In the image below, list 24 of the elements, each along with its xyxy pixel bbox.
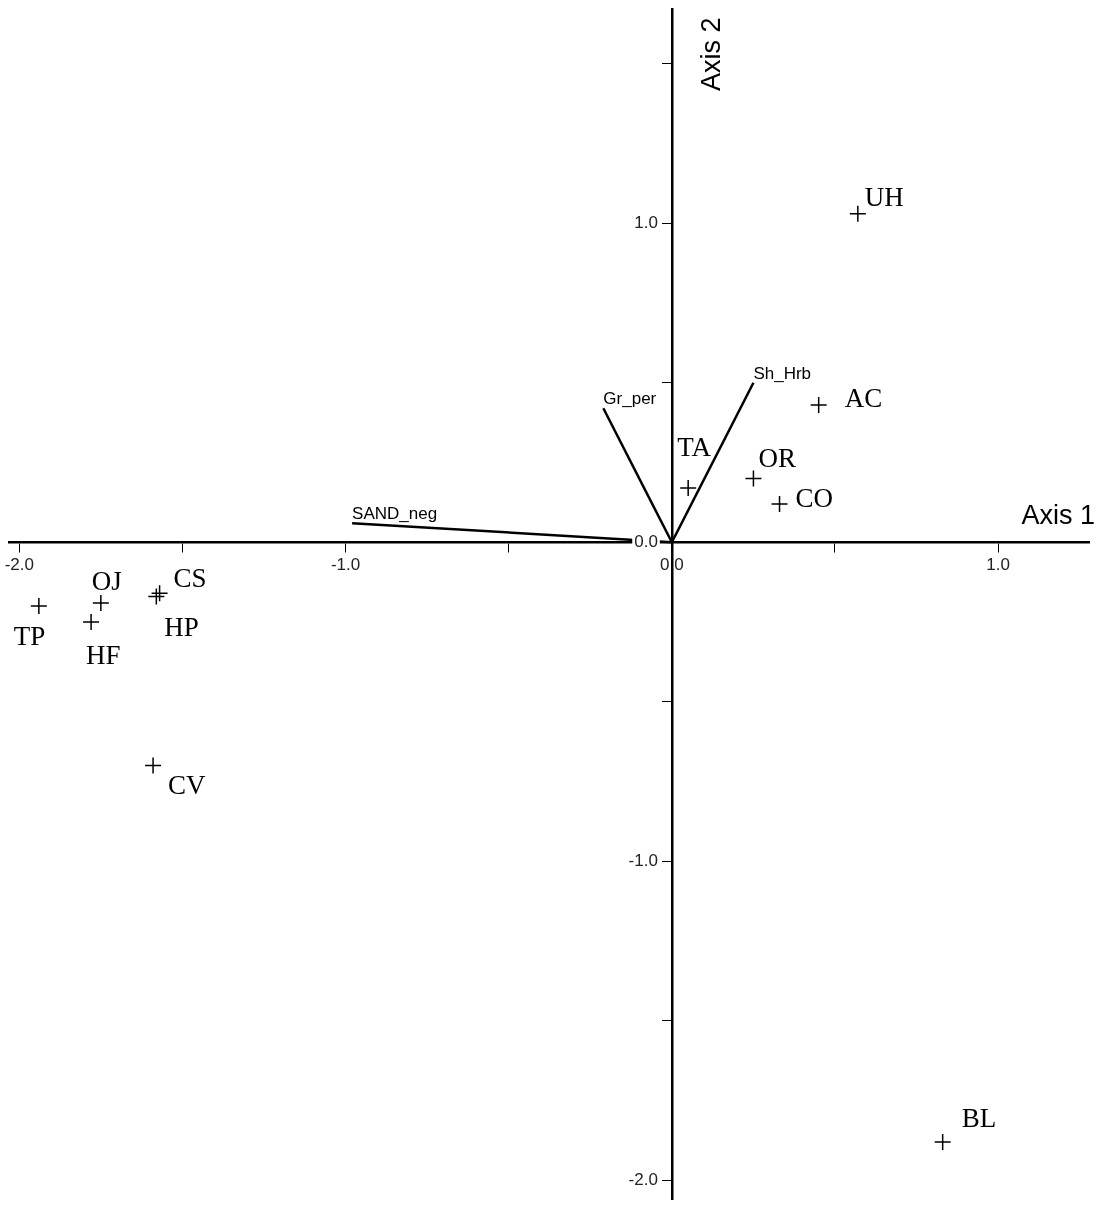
series-label: CV bbox=[168, 769, 207, 800]
series-label: TP bbox=[13, 621, 46, 652]
x-tick-label: -2.0 bbox=[4, 555, 34, 575]
series-label: Sh_Hrb bbox=[753, 363, 812, 383]
series-label: HP bbox=[164, 611, 199, 642]
y-tick-label: -1.0 bbox=[628, 851, 658, 871]
series-label: SAND_neg bbox=[352, 504, 438, 524]
series-label: CO bbox=[795, 483, 834, 513]
series-label: BL bbox=[961, 1103, 997, 1134]
series-label: CS bbox=[173, 563, 207, 594]
y-tick-label: 1.0 bbox=[634, 212, 658, 232]
y-axis-title: Axis 2 bbox=[695, 17, 726, 92]
y-tick-label: 0.0 bbox=[634, 531, 658, 551]
series-label: AC bbox=[844, 383, 883, 414]
x-tick-label: 1.0 bbox=[986, 555, 1010, 575]
series-label: HF bbox=[86, 640, 121, 671]
series-label: Gr_per bbox=[603, 389, 657, 409]
series-label: OR bbox=[758, 443, 796, 474]
x-tick-label: -1.0 bbox=[330, 555, 361, 575]
series-label: OJ bbox=[91, 565, 122, 596]
y-tick-label: -2.0 bbox=[628, 1170, 658, 1190]
x-axis-title: Axis 1 bbox=[1021, 500, 1095, 531]
series-label: TA bbox=[677, 432, 712, 463]
series-label: UH bbox=[864, 181, 904, 212]
